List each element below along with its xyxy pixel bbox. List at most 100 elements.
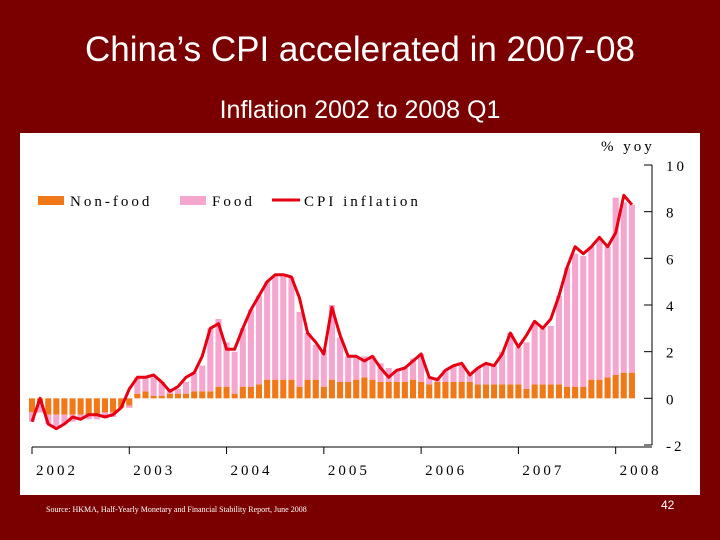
bar-non-food: [215, 386, 222, 399]
bar-food: [37, 403, 44, 413]
bar-food: [580, 256, 587, 387]
bar-non-food: [296, 386, 303, 399]
bar-non-food: [401, 382, 408, 399]
bar-non-food: [28, 398, 36, 413]
bar-food: [320, 349, 327, 387]
bar-non-food: [628, 372, 635, 399]
bar-non-food: [442, 382, 449, 399]
bar-non-food: [61, 398, 68, 415]
bar-food: [507, 333, 514, 385]
unit-label: % yoy: [601, 139, 655, 155]
bar-food: [393, 370, 400, 382]
cpi-chart: 10 8 6 4 2 0 -2 2002 2003 2004 2005 2006 2007 2008 N…: [28, 139, 687, 479]
y-tick-label: 10: [666, 159, 687, 175]
bar-non-food: [426, 384, 433, 399]
x-tick-label: 2006: [425, 463, 467, 479]
bar-food: [77, 414, 84, 420]
bar-non-food: [385, 382, 392, 399]
bar-non-food: [458, 382, 465, 399]
legend-swatch-non-food: [38, 196, 64, 205]
bar-non-food: [328, 379, 335, 399]
bar-non-food: [288, 379, 295, 399]
legend-label-food: Food: [212, 194, 255, 210]
chart-panel: 10 8 6 4 2 0 -2 2002 2003 2004 2005 2006 2007 2008 N…: [20, 133, 700, 495]
bar-non-food: [53, 398, 60, 415]
bar-non-food: [474, 384, 481, 399]
legend: Non-food Food CPI inflation: [38, 194, 418, 210]
bar-food: [369, 356, 376, 380]
bar-non-food: [345, 382, 352, 399]
bar-food: [458, 363, 465, 382]
bar-food: [142, 377, 149, 392]
bar-non-food: [239, 386, 246, 399]
bar-food: [588, 246, 595, 380]
x-axis-group: 2002 2003 2004 2005 2006 2007 2008: [31, 446, 659, 479]
y-axis-group: 10 8 6 4 2 0 -2: [644, 159, 687, 455]
bar-food: [288, 277, 295, 380]
bar-food: [134, 377, 141, 394]
bar-non-food: [264, 379, 271, 399]
bars-group: [28, 197, 635, 427]
bar-non-food: [523, 389, 530, 399]
bar-food: [61, 414, 68, 424]
bar-non-food: [85, 398, 92, 415]
bar-non-food: [272, 379, 279, 399]
bar-non-food: [515, 384, 522, 399]
bar-non-food: [191, 391, 198, 399]
bar-non-food: [126, 398, 133, 408]
y-tick-label: 8: [666, 206, 677, 222]
bar-food: [442, 370, 449, 382]
bar-non-food: [304, 379, 311, 399]
bar-food: [296, 312, 303, 387]
bar-food: [272, 274, 279, 380]
y-tick-label: 0: [666, 392, 677, 408]
bar-food: [620, 202, 627, 373]
bar-non-food: [531, 384, 538, 399]
bar-food: [377, 363, 384, 382]
bar-non-food: [499, 384, 506, 399]
line-group: [30, 193, 634, 431]
bar-non-food: [93, 398, 100, 415]
bar-food: [280, 274, 287, 380]
bar-non-food: [158, 396, 165, 399]
x-tick-label: 2003: [133, 463, 175, 479]
x-tick-label: 2004: [231, 463, 273, 479]
bar-food: [247, 309, 254, 387]
bar-food: [255, 295, 262, 385]
bar-non-food: [199, 391, 206, 399]
bar-food: [523, 342, 530, 389]
bar-food: [612, 197, 619, 375]
bar-non-food: [588, 379, 595, 399]
bar-non-food: [369, 379, 376, 399]
bar-food: [174, 389, 181, 394]
bar-non-food: [434, 382, 441, 399]
bar-non-food: [555, 384, 563, 399]
bar-non-food: [142, 391, 149, 399]
bar-non-food: [450, 382, 457, 399]
y-tick-label: 6: [666, 252, 677, 268]
bar-non-food: [491, 384, 498, 399]
bar-non-food: [564, 386, 571, 399]
bar-food: [182, 382, 190, 394]
bar-food: [539, 328, 546, 385]
bar-food: [264, 281, 271, 380]
bar-non-food: [580, 386, 587, 399]
bar-food: [531, 323, 538, 385]
bar-food: [450, 365, 457, 382]
bar-food: [628, 204, 635, 373]
bar-non-food: [539, 384, 546, 399]
bar-food: [304, 333, 311, 380]
bar-non-food: [45, 398, 52, 415]
bar-food: [572, 253, 579, 387]
bar-non-food: [320, 386, 327, 399]
bar-non-food: [482, 384, 490, 399]
x-tick-label: 2005: [328, 463, 370, 479]
y-tick-label: -2: [666, 439, 685, 455]
bar-food: [239, 328, 246, 387]
bar-non-food: [77, 398, 84, 415]
bar-food: [337, 337, 344, 382]
bar-food: [93, 414, 100, 420]
bar-non-food: [223, 386, 230, 399]
bar-non-food: [361, 377, 368, 399]
y-tick-label: 2: [666, 346, 677, 362]
